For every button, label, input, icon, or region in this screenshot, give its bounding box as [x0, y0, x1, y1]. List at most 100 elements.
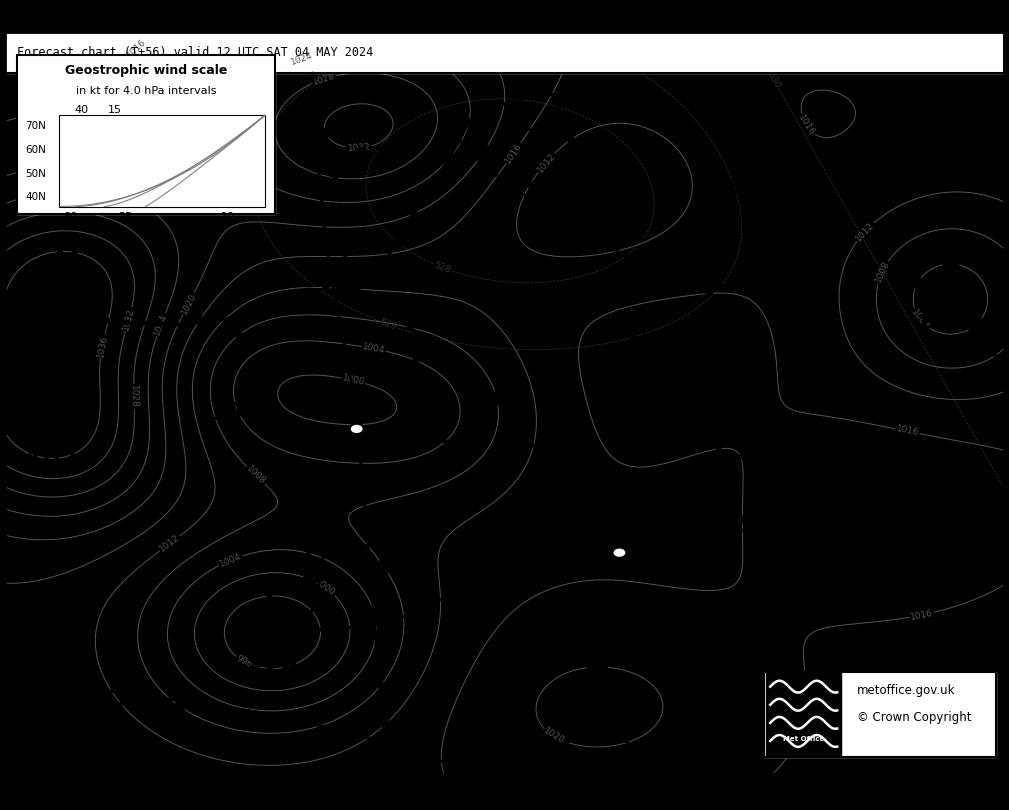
Text: 1017: 1017 — [711, 176, 781, 199]
Polygon shape — [363, 479, 381, 493]
Text: L: L — [410, 353, 430, 385]
Text: H: H — [356, 75, 383, 106]
Polygon shape — [454, 577, 468, 589]
Text: 1024: 1024 — [290, 51, 315, 66]
Polygon shape — [366, 518, 384, 533]
Polygon shape — [944, 243, 963, 255]
Polygon shape — [217, 708, 234, 721]
Text: L: L — [938, 242, 960, 273]
Text: L: L — [712, 444, 733, 475]
Polygon shape — [301, 288, 317, 298]
Polygon shape — [430, 179, 441, 190]
Text: H: H — [733, 105, 760, 136]
Text: 996: 996 — [235, 654, 254, 670]
Text: 1024: 1024 — [152, 313, 170, 337]
Polygon shape — [346, 288, 363, 298]
Polygon shape — [118, 693, 136, 706]
Text: L: L — [262, 579, 283, 611]
Polygon shape — [334, 281, 353, 296]
Text: 1004: 1004 — [909, 308, 930, 331]
Polygon shape — [424, 335, 439, 347]
Polygon shape — [417, 602, 434, 612]
Polygon shape — [328, 242, 346, 257]
Text: 1000: 1000 — [313, 578, 337, 598]
Text: 1002: 1002 — [384, 424, 454, 448]
Polygon shape — [381, 270, 399, 283]
Polygon shape — [407, 754, 423, 768]
Circle shape — [612, 548, 627, 558]
Polygon shape — [7, 655, 18, 669]
Text: 993: 993 — [246, 650, 299, 674]
Text: metoffice.gov.uk: metoffice.gov.uk — [857, 684, 956, 697]
Text: Geostrophic wind scale: Geostrophic wind scale — [65, 63, 227, 76]
Polygon shape — [349, 360, 368, 374]
Polygon shape — [341, 320, 360, 335]
Text: 1032: 1032 — [121, 307, 136, 331]
Polygon shape — [355, 399, 373, 414]
Polygon shape — [488, 392, 503, 404]
Text: 1016: 1016 — [503, 141, 524, 165]
Text: 1020: 1020 — [180, 291, 198, 316]
Polygon shape — [321, 623, 339, 630]
Text: H: H — [46, 379, 74, 411]
Polygon shape — [145, 318, 163, 325]
Text: 1028: 1028 — [129, 385, 138, 408]
Text: 1036: 1036 — [96, 334, 109, 358]
Polygon shape — [469, 118, 489, 132]
Text: 40: 40 — [75, 105, 89, 115]
Text: 1020: 1020 — [831, 516, 901, 540]
Text: 40N: 40N — [25, 193, 45, 202]
Polygon shape — [314, 85, 332, 100]
Polygon shape — [293, 605, 311, 618]
Text: 1037: 1037 — [32, 301, 102, 326]
Bar — [59, 115, 264, 207]
Polygon shape — [308, 508, 324, 522]
Polygon shape — [319, 164, 338, 179]
Polygon shape — [987, 326, 1005, 339]
Text: H: H — [53, 231, 81, 262]
Polygon shape — [314, 727, 331, 740]
Polygon shape — [518, 175, 537, 190]
Polygon shape — [708, 279, 726, 293]
Text: 50N: 50N — [25, 168, 45, 179]
Polygon shape — [379, 676, 399, 691]
Polygon shape — [495, 509, 507, 522]
Bar — [59, 115, 264, 207]
Text: 1020: 1020 — [542, 727, 566, 746]
Text: 1016: 1016 — [796, 113, 816, 138]
Polygon shape — [383, 716, 402, 731]
Polygon shape — [414, 212, 432, 224]
Text: L: L — [756, 369, 776, 401]
Polygon shape — [18, 681, 35, 694]
Text: 25: 25 — [118, 212, 132, 223]
Polygon shape — [303, 475, 320, 489]
Polygon shape — [369, 558, 388, 573]
Polygon shape — [541, 456, 553, 469]
Polygon shape — [323, 203, 341, 218]
Text: L: L — [564, 131, 584, 162]
Polygon shape — [376, 637, 395, 652]
Text: L: L — [233, 331, 253, 362]
Circle shape — [350, 424, 363, 434]
Polygon shape — [556, 94, 576, 109]
Text: © Crown Copyright: © Crown Copyright — [857, 711, 972, 724]
Text: 1004: 1004 — [218, 552, 243, 569]
Text: 1002: 1002 — [208, 402, 277, 425]
Polygon shape — [923, 244, 934, 256]
Text: Met Office: Met Office — [783, 736, 824, 743]
Bar — [764, 672, 996, 757]
Text: H: H — [583, 654, 609, 684]
Text: 1012: 1012 — [157, 533, 182, 554]
Polygon shape — [912, 276, 922, 288]
Polygon shape — [518, 423, 531, 436]
Text: 1008: 1008 — [874, 259, 891, 284]
Polygon shape — [562, 204, 581, 220]
Text: 528: 528 — [432, 260, 451, 275]
Text: 70N: 70N — [25, 122, 45, 131]
Polygon shape — [91, 315, 109, 322]
Text: 1028: 1028 — [312, 71, 336, 87]
Bar — [17, 54, 274, 214]
Text: 1012: 1012 — [535, 151, 557, 174]
Text: 1008: 1008 — [244, 464, 267, 487]
Polygon shape — [480, 545, 493, 557]
